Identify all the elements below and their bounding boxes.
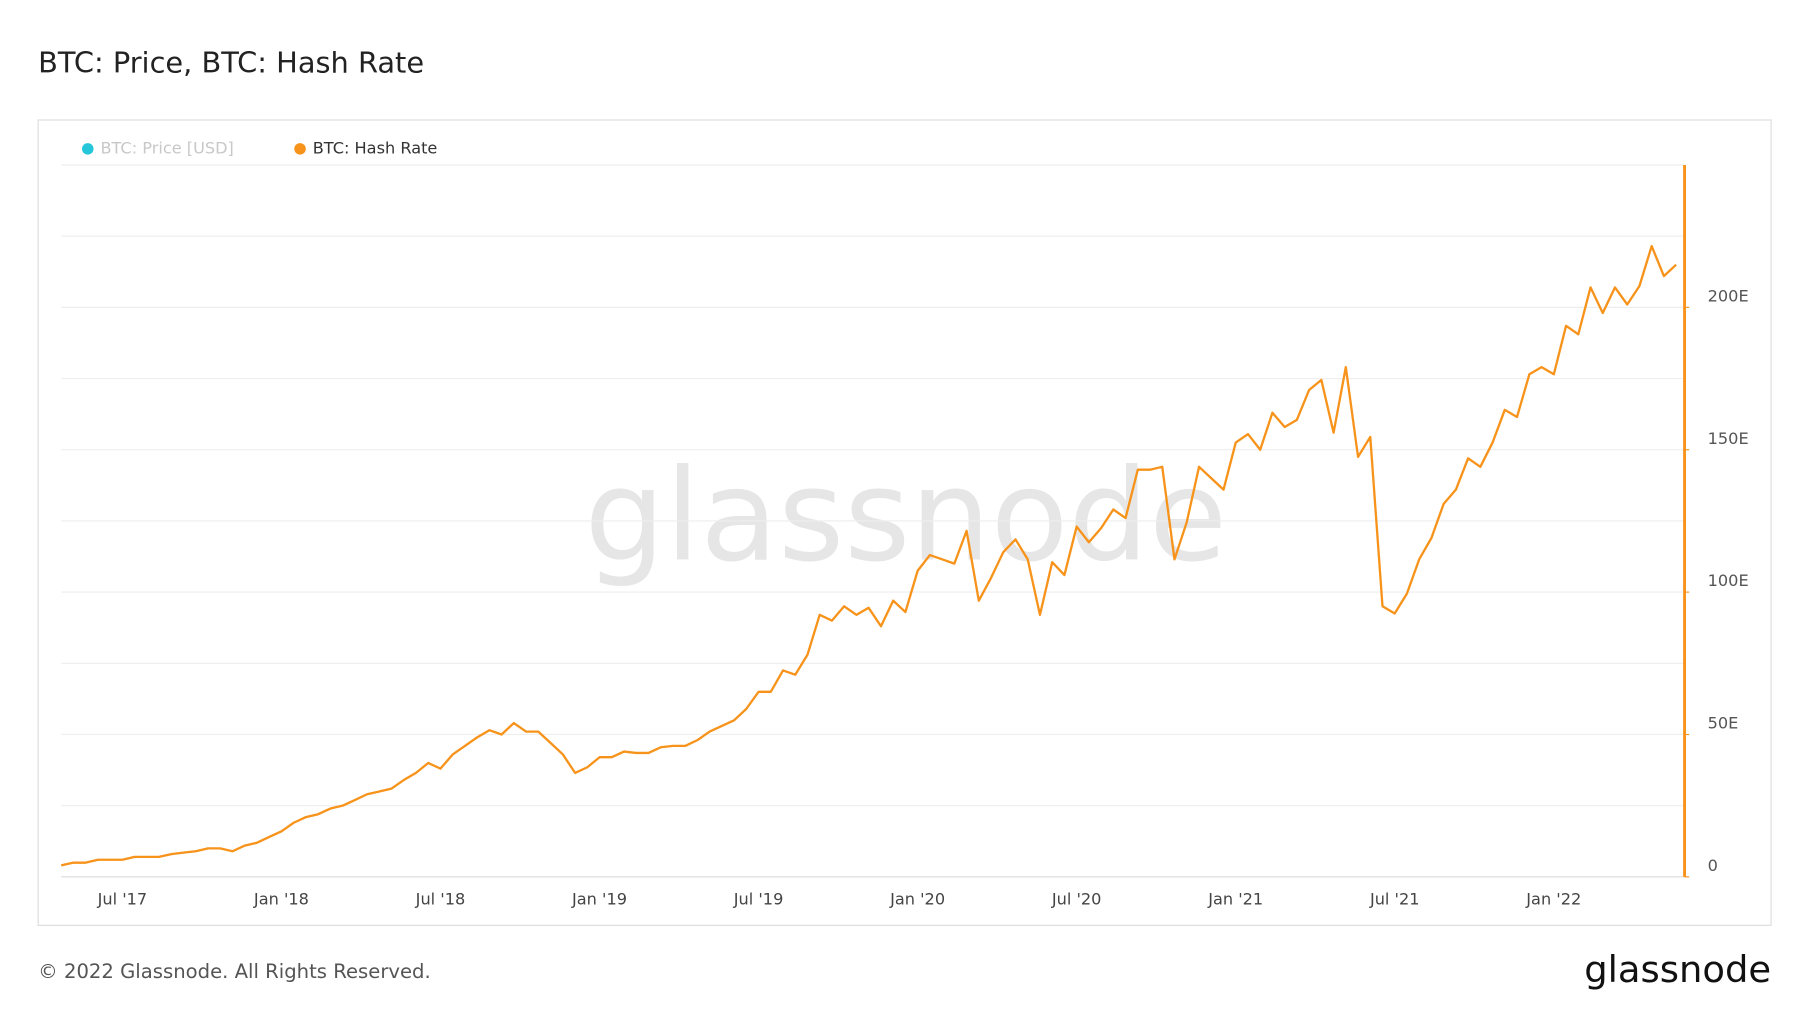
y-tick-label: 0 (1708, 856, 1718, 875)
chart-frame (37, 119, 1772, 926)
logo: glassnode (1584, 948, 1771, 991)
y-tick-label: 100E (1708, 571, 1749, 590)
x-tick-label: Jan '20 (889, 889, 945, 908)
x-tick-label: Jan '21 (1207, 889, 1263, 908)
y-tick-label: 50E (1708, 714, 1739, 733)
data-line (60, 244, 1677, 867)
x-tick-label: Jul '19 (733, 889, 784, 908)
copyright: © 2022 Glassnode. All Rights Reserved. (38, 960, 431, 983)
watermark: glassnode (585, 442, 1228, 590)
legend-marker (294, 143, 306, 155)
x-tick-label: Jul '17 (97, 889, 148, 908)
x-tick-label: Jan '18 (253, 889, 309, 908)
y-tick-label: 200E (1708, 286, 1749, 305)
x-tick-label: Jul '18 (415, 889, 466, 908)
legend-label: BTC: Hash Rate (313, 138, 438, 157)
x-tick-label: Jul '21 (1369, 889, 1420, 908)
x-tick-label: Jul '20 (1051, 889, 1102, 908)
y-tick-label: 150E (1708, 429, 1749, 448)
legend-marker (81, 143, 94, 155)
x-tick-label: Jan '22 (1525, 889, 1581, 908)
chart-title: BTC: Price, BTC: Hash Rate (38, 46, 424, 80)
x-tick-label: Jan '19 (571, 889, 627, 908)
legend-label: BTC: Price [USD] (100, 138, 233, 157)
